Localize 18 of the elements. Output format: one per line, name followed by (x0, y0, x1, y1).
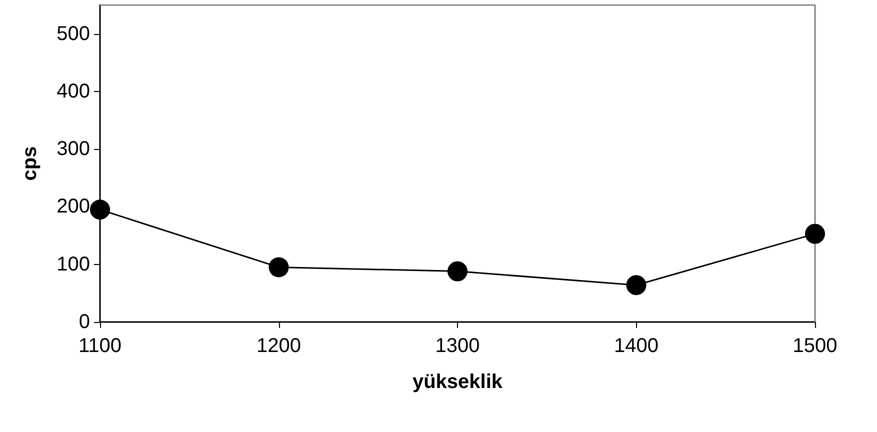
y-tick-label: 100 (56, 253, 90, 276)
y-tick-label: 0 (78, 311, 90, 333)
x-axis-title: yükseklik (412, 371, 504, 393)
x-tick-label: 1100 (78, 335, 122, 357)
x-tick-label: 1300 (435, 335, 480, 357)
y-tick-label: 500 (56, 22, 90, 45)
y-tick-label: 300 (56, 138, 90, 160)
y-tick-label: 400 (56, 80, 90, 102)
point (626, 275, 646, 296)
y-tick-label: 200 (56, 196, 90, 218)
point (448, 261, 468, 282)
x-tick-label: 1200 (256, 335, 301, 357)
y-axis-title: cps (19, 146, 41, 181)
x-tick-label: 1400 (614, 335, 658, 357)
x-tick-label: 1500 (792, 335, 838, 357)
point (805, 224, 825, 244)
point (268, 257, 289, 278)
point (90, 200, 110, 220)
